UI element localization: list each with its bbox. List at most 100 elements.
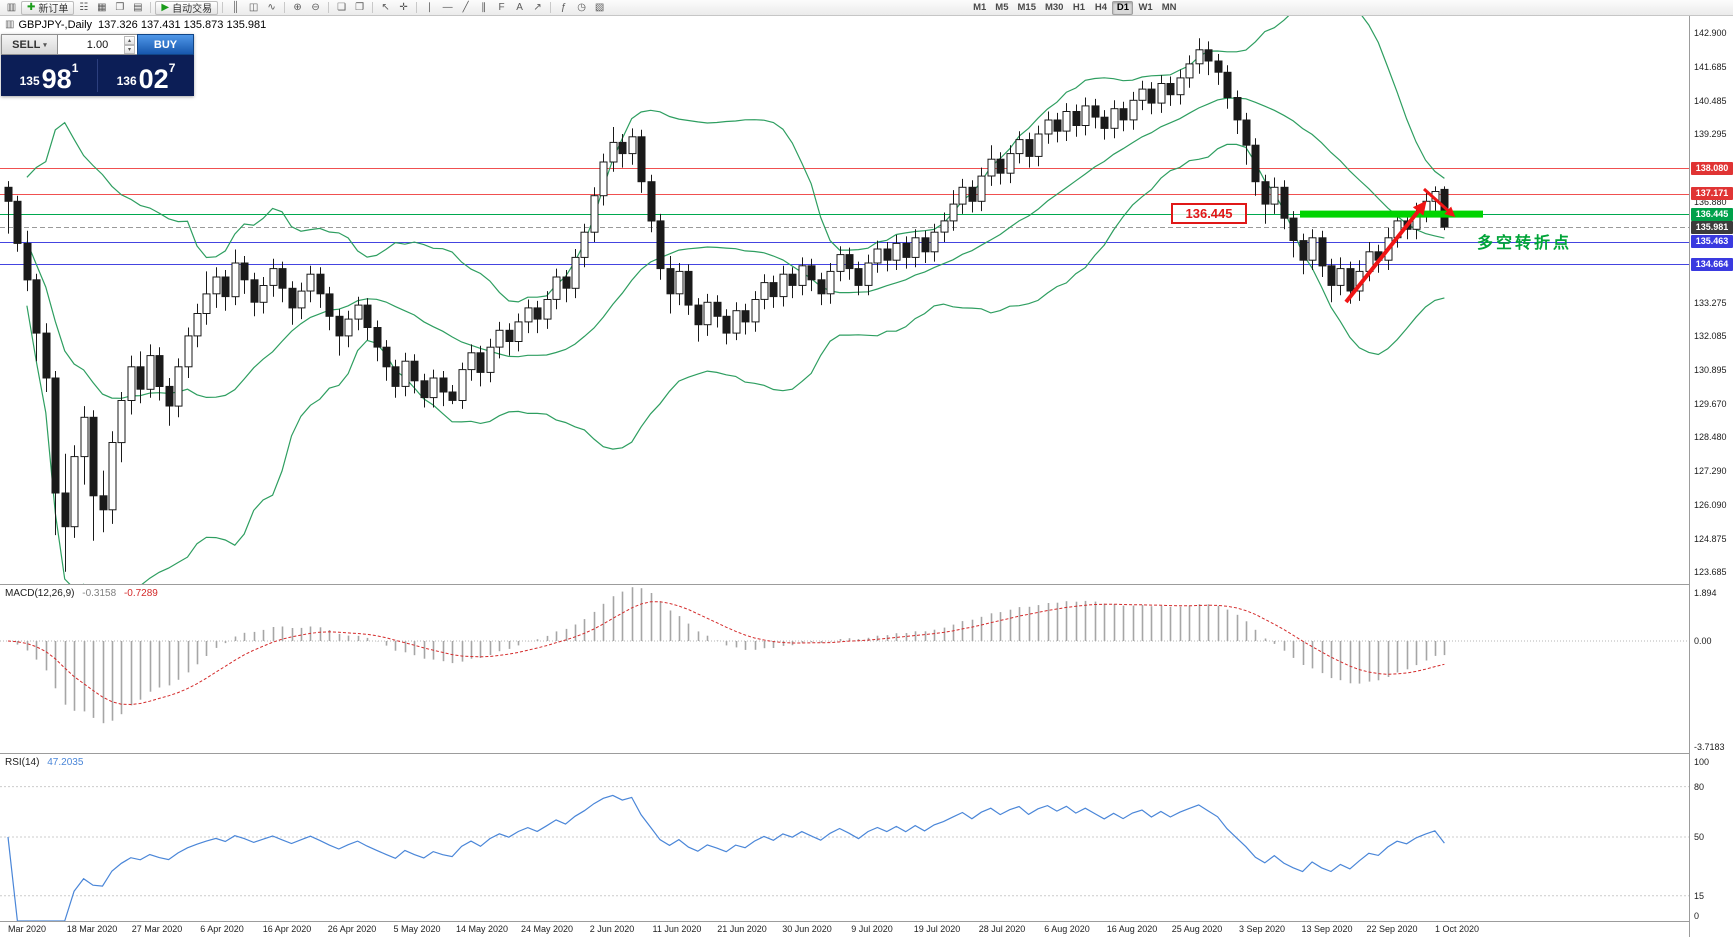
timeframe-w1[interactable]: W1: [1138, 2, 1153, 13]
timeframe-m1[interactable]: M1: [973, 2, 987, 13]
navigator-icon[interactable]: ❐: [111, 1, 128, 15]
horizontal-line-icon[interactable]: ―: [439, 1, 456, 15]
candle-body: [354, 304, 363, 320]
candle-body: [288, 287, 297, 309]
candle-body: [391, 366, 400, 387]
candle-body: [1299, 240, 1308, 261]
candle-body: [221, 276, 230, 298]
zoom-out-icon[interactable]: ⊖: [307, 1, 324, 15]
candlestick-chart-icon: ◫: [248, 1, 259, 13]
channel-icon[interactable]: ∥: [475, 1, 492, 15]
buy-label: BUY: [153, 38, 178, 51]
line-chart-icon: ∿: [267, 1, 276, 13]
turning-point-label[interactable]: 多空转折点: [1477, 235, 1573, 252]
candle-body: [259, 285, 268, 303]
candle-body: [1157, 83, 1166, 104]
zoom-in-icon[interactable]: ⊕: [289, 1, 306, 15]
candle-body: [949, 203, 958, 222]
navigator-icon: ❐: [115, 1, 125, 13]
candle-body: [599, 161, 608, 197]
lot-decrease-icon[interactable]: ▾: [124, 45, 135, 54]
candle-body: [401, 360, 410, 387]
candle-body: [1195, 49, 1204, 65]
sell-price-main: 98: [41, 64, 72, 95]
lot-size-input[interactable]: 1.00 ▴ ▾: [58, 34, 137, 55]
lot-increase-icon[interactable]: ▴: [124, 36, 135, 45]
price-axis[interactable]: 142.900 141.685 140.485 139.295 136.880 133.2…: [1689, 16, 1733, 937]
buy-price-pip: 7: [168, 61, 176, 75]
cursor-icon[interactable]: ↖: [377, 1, 394, 15]
autotrading-button[interactable]: ▶ 自动交易: [155, 0, 219, 15]
timeframe-m5[interactable]: M5: [995, 2, 1009, 13]
toolbar-separator: [372, 2, 374, 13]
text-icon[interactable]: A: [511, 1, 528, 15]
line-chart-icon[interactable]: ∿: [263, 1, 280, 15]
candle-body: [363, 304, 372, 329]
candle-body: [571, 256, 580, 289]
candle-body: [921, 237, 930, 253]
pane-separator[interactable]: [0, 584, 1733, 585]
pane-separator[interactable]: [0, 753, 1733, 754]
toolbar-separator: [328, 2, 330, 13]
timeframe-h4[interactable]: H4: [1094, 2, 1108, 13]
bollinger-lower-band: [26, 143, 1445, 584]
fibonacci-icon[interactable]: F: [493, 1, 510, 15]
candle-body: [1289, 217, 1298, 242]
cascade-windows-icon[interactable]: ❐: [351, 1, 368, 15]
candle-body: [637, 136, 646, 183]
timeframe-h1[interactable]: H1: [1072, 2, 1086, 13]
timeframe-mn[interactable]: MN: [1161, 2, 1177, 13]
candle-body: [958, 186, 967, 205]
candlestick-chart-icon[interactable]: ◫: [245, 1, 262, 15]
indicators-icon[interactable]: ƒ: [555, 1, 572, 15]
timeframe-m30[interactable]: M30: [1044, 2, 1064, 13]
sell-dropdown-icon[interactable]: ▾: [43, 41, 47, 49]
crosshair-icon[interactable]: ✛: [395, 1, 412, 15]
candle-body: [476, 352, 485, 373]
macd-label: MACD(12,26,9) -0.3158 -0.7289: [5, 588, 158, 599]
terminal-icon[interactable]: ▤: [129, 1, 146, 15]
candle-body: [495, 329, 504, 348]
new-order-button[interactable]: ✚ 新订单: [21, 0, 75, 15]
candle-body: [51, 377, 60, 494]
market-watch-icon[interactable]: ☷: [75, 1, 92, 15]
tile-windows-icon[interactable]: ❏: [333, 1, 350, 15]
candle-body: [1270, 186, 1279, 205]
price-annotation-label[interactable]: 136.445: [1171, 203, 1247, 224]
macd-panel[interactable]: [0, 584, 1689, 753]
buy-price[interactable]: 136 02 7: [98, 55, 194, 96]
candle-body: [325, 293, 334, 317]
candle-body: [977, 175, 986, 202]
vertical-line-icon[interactable]: ∣: [421, 1, 438, 15]
arrows-icon[interactable]: ↗: [529, 1, 546, 15]
candle-body: [703, 301, 712, 326]
price-line-label: 134.664: [1691, 257, 1733, 271]
date-axis[interactable]: Mar 2020 18 Mar 2020 27 Mar 2020 6 Apr 2020…: [0, 922, 1689, 937]
price-tick: 133.275: [1694, 297, 1727, 308]
template-icon[interactable]: ▧: [591, 1, 608, 15]
buy-price-prefix: 136: [116, 74, 137, 88]
trendline-icon[interactable]: ╱: [457, 1, 474, 15]
sell-button[interactable]: SELL ▾: [1, 34, 58, 55]
candle-body: [1308, 237, 1317, 261]
rsi-value: 47.2035: [47, 757, 84, 768]
candle-body: [788, 273, 797, 286]
candle-body: [1166, 83, 1175, 96]
rsi-panel[interactable]: [0, 753, 1689, 921]
timeframe-m15[interactable]: M15: [1017, 2, 1036, 13]
candle-body: [836, 254, 845, 272]
buy-button[interactable]: BUY: [137, 34, 194, 55]
candle-body: [13, 200, 22, 244]
data-window-icon[interactable]: ▦: [93, 1, 110, 15]
toolbar-separator: [550, 2, 552, 13]
date-label: 24 May 2020: [520, 924, 574, 934]
bar-chart-icon: ║: [232, 1, 240, 13]
periods-icon[interactable]: ◷: [573, 1, 590, 15]
new-chart-icon[interactable]: ▥: [3, 1, 20, 15]
date-label: 21 Jun 2020: [717, 924, 767, 934]
main-chart[interactable]: [0, 16, 1689, 584]
timeframe-d1[interactable]: D1: [1112, 0, 1134, 15]
sell-price[interactable]: 135 98 1: [1, 55, 97, 96]
bar-chart-icon[interactable]: ║: [227, 1, 244, 15]
cascade-windows-icon: ❐: [355, 1, 365, 13]
